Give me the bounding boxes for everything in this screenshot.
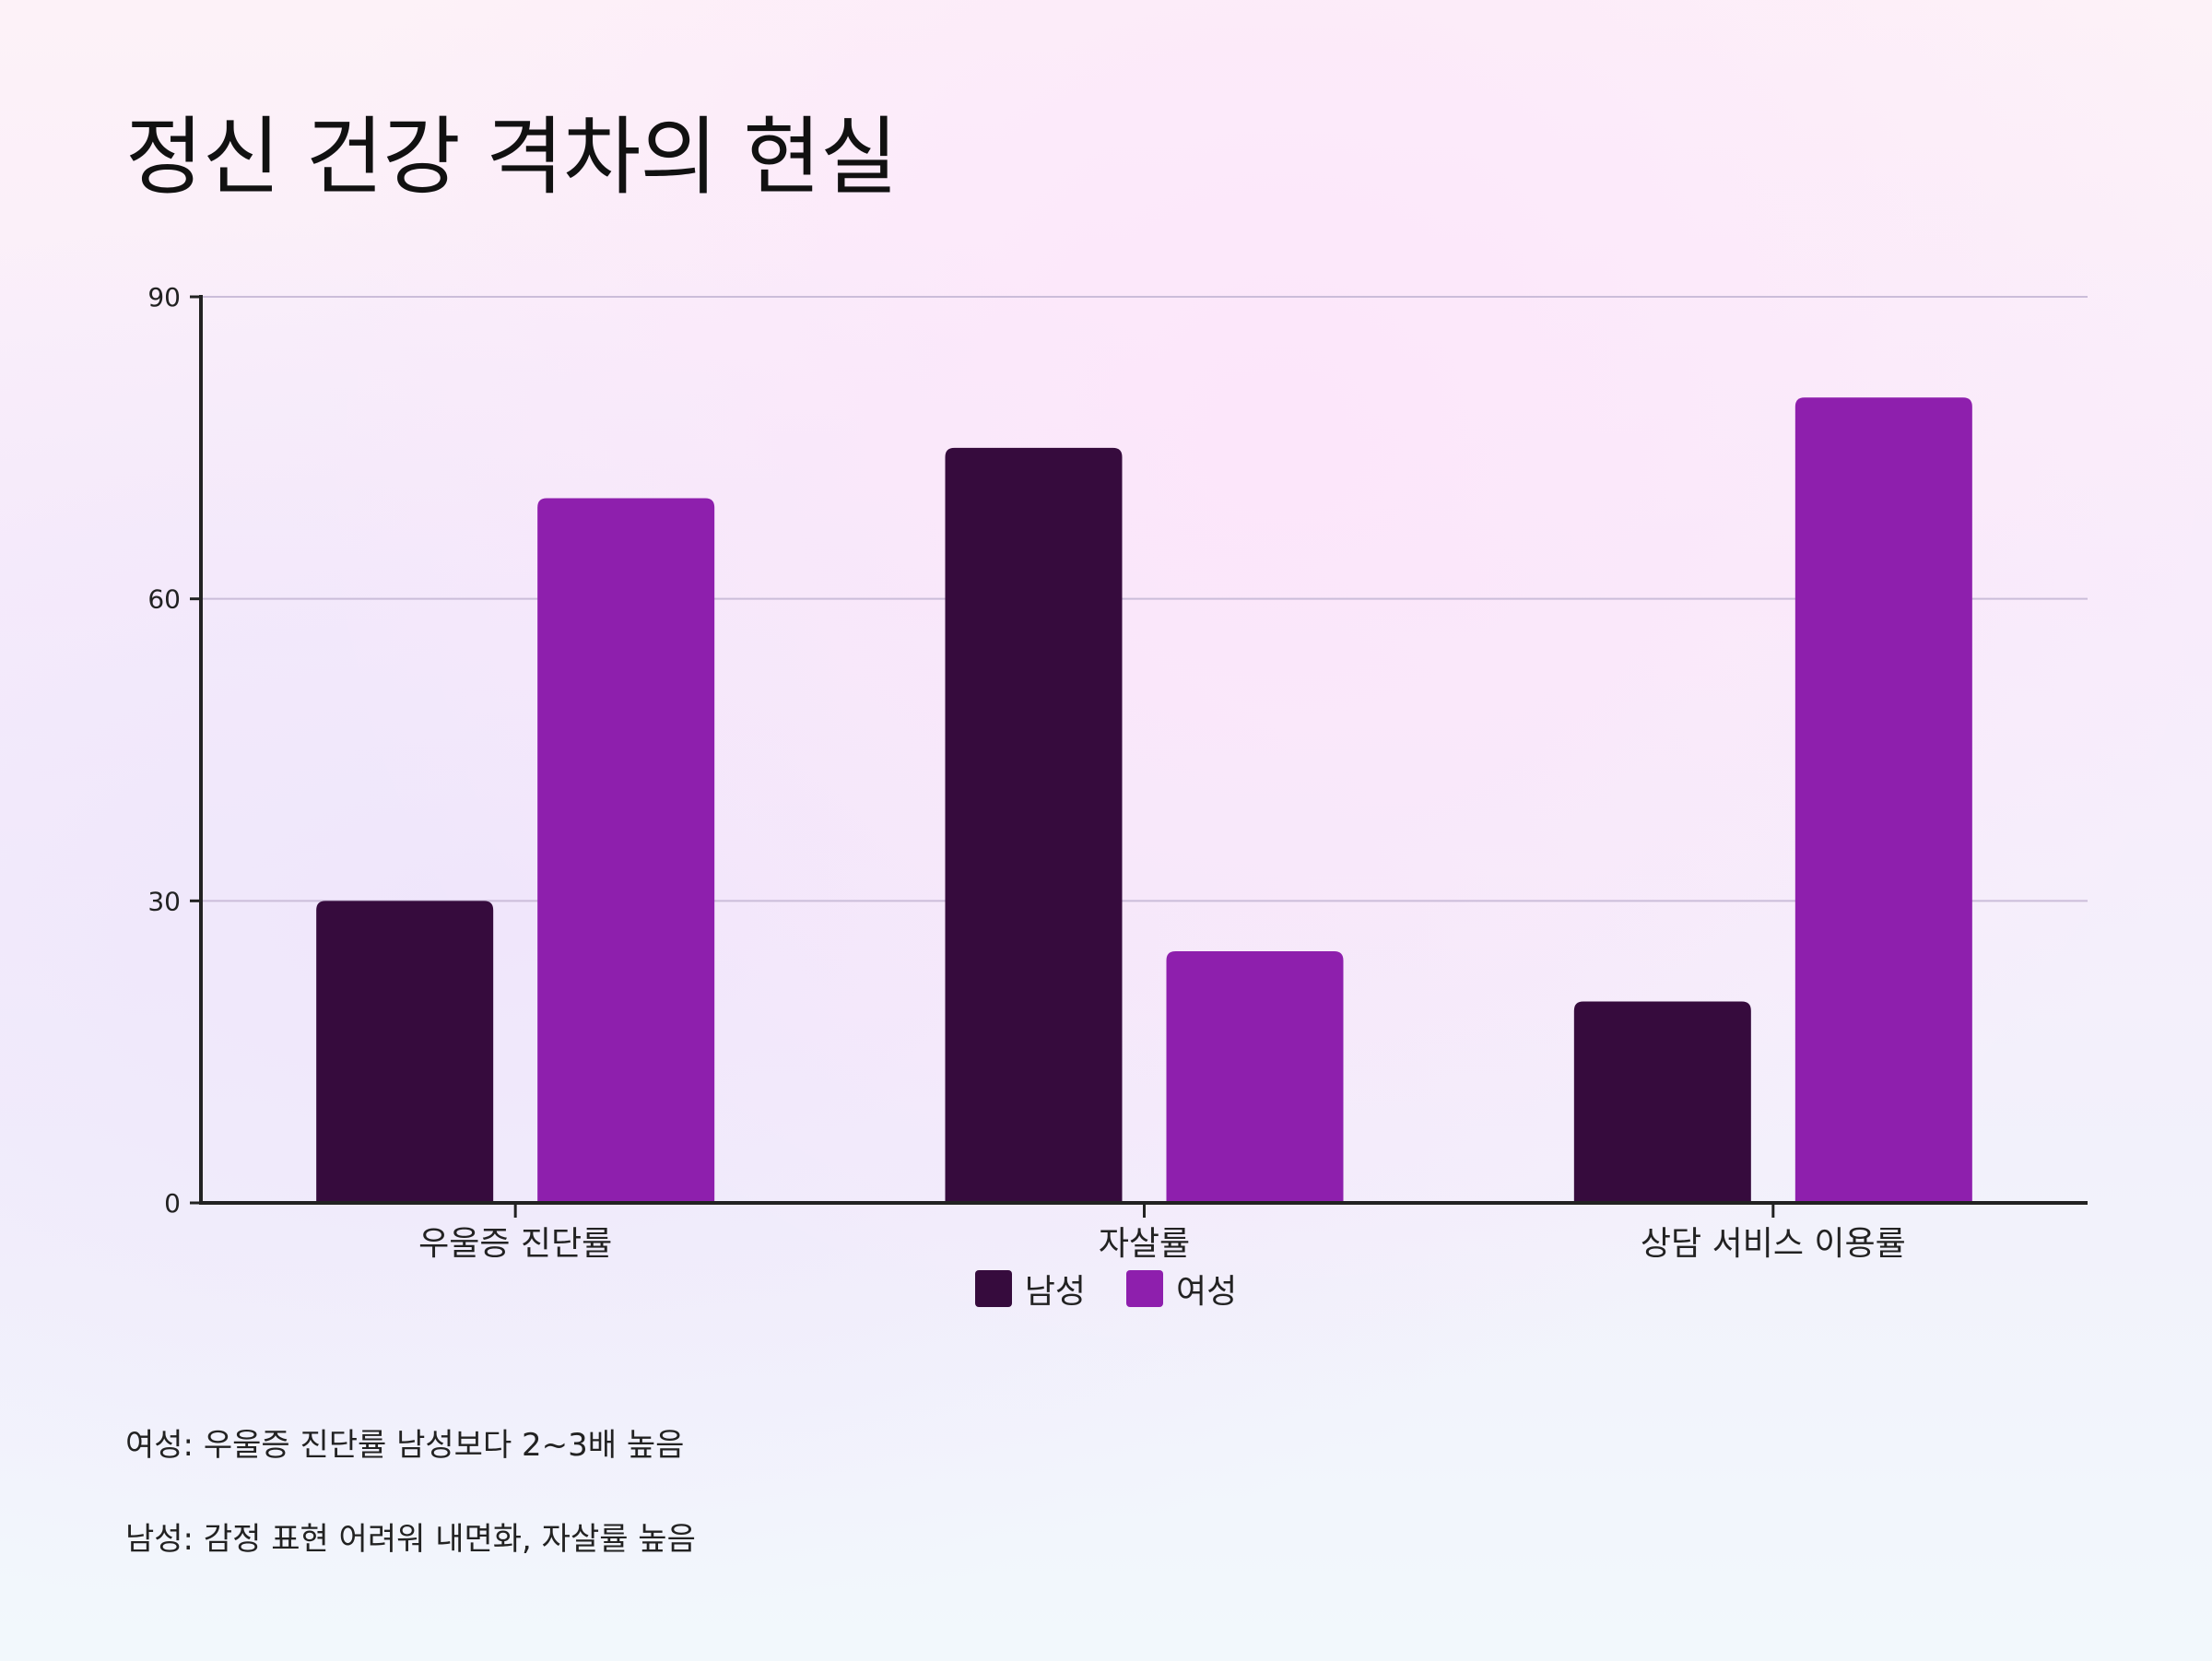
legend-swatch-female — [1126, 1270, 1163, 1307]
bar-1-0 — [537, 498, 715, 1203]
y-tick-label-0: 0 — [164, 1188, 181, 1219]
page-title: 정신 건강 격차의 현실 — [125, 108, 898, 206]
bar-0-0 — [316, 901, 494, 1203]
x-tick-label-1: 자살률 — [1099, 1225, 1190, 1263]
note-male: 남성: 감정 표현 어려워 내면화, 자살률 높음 — [125, 1521, 696, 1558]
legend: 남성 여성 — [0, 1265, 2212, 1313]
y-tick-label-90: 90 — [147, 282, 181, 312]
legend-label-male: 남성 — [1024, 1273, 1086, 1311]
note-female: 여성: 우울증 진단률 남성보다 2~3배 높음 — [125, 1427, 685, 1464]
x-tick-label-2: 상담 서비스 이용률 — [1641, 1225, 1906, 1263]
legend-swatch-male — [974, 1270, 1012, 1307]
legend-label-female: 여성 — [1176, 1273, 1238, 1311]
y-tick-label-30: 30 — [147, 886, 181, 916]
legend-item-male[interactable]: 남성 — [974, 1265, 1086, 1313]
bar-1-1 — [1166, 950, 1344, 1203]
x-tick-label-0: 우울증 진단률 — [418, 1225, 612, 1263]
y-tick-label-60: 60 — [147, 584, 181, 615]
bar-0-2 — [1573, 1001, 1751, 1203]
legend-item-female[interactable]: 여성 — [1126, 1265, 1237, 1313]
bar-1-2 — [1794, 397, 1972, 1203]
bar-0-1 — [945, 447, 1123, 1203]
